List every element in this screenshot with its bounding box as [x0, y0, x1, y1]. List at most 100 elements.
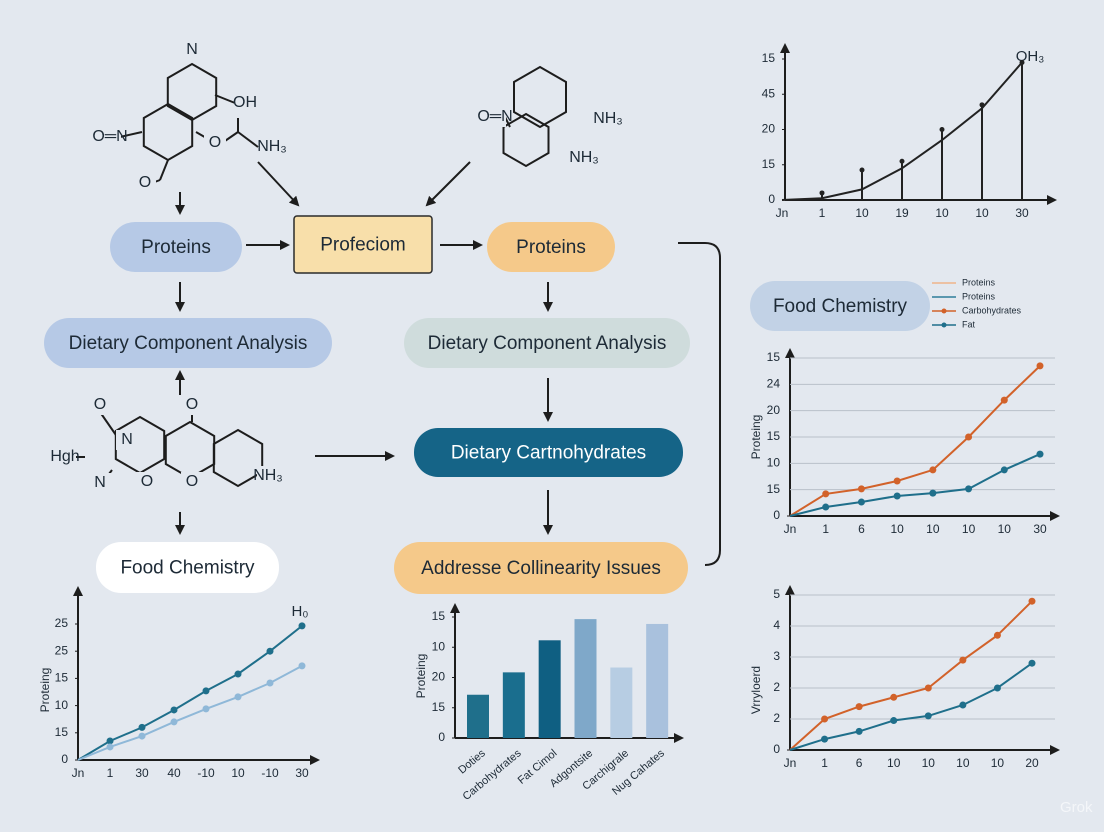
y-tick-label: 0 — [773, 508, 780, 522]
y-tick-label: 2 — [773, 680, 780, 694]
label-backdrop — [181, 472, 203, 492]
x-tick-label: Jn — [72, 766, 85, 780]
x-tick-label: 10 — [998, 522, 1012, 536]
y-tick-label: 0 — [768, 192, 775, 206]
x-tick-label: 30 — [135, 766, 149, 780]
y-tick-label: 2 — [773, 711, 780, 725]
legend-label: Carbohydrates — [962, 305, 1022, 315]
y-tick-label: 15 — [55, 725, 69, 739]
atom-label: O — [209, 134, 221, 151]
y-axis-label: Proteing — [414, 654, 428, 699]
legend-label: Proteins — [962, 277, 996, 287]
point — [893, 492, 901, 500]
bond — [214, 94, 236, 104]
y-tick-label: 25 — [55, 616, 69, 630]
x-tick-label: -10 — [261, 766, 279, 780]
y-tick-label: 25 — [55, 643, 69, 657]
point — [929, 489, 937, 497]
label-backdrop — [89, 473, 111, 493]
point — [138, 732, 146, 740]
node-label: Dietary Component Analysis — [69, 333, 308, 354]
atom-label: O — [139, 174, 151, 191]
bond — [159, 159, 169, 181]
atom-label: O — [94, 396, 106, 413]
x-tick-label: 10 — [935, 206, 949, 220]
legend-label: Fat — [962, 319, 976, 329]
point — [993, 631, 1001, 639]
x-tick-label: 10 — [956, 756, 970, 770]
point — [893, 477, 901, 485]
chart: 0 15 10 15 20 24 15 Proteing Jn 1 6 10 10 10 10 30 Prote… — [749, 277, 1060, 536]
x-tick-label: 10 — [231, 766, 245, 780]
x-tick-label: 1 — [822, 522, 829, 536]
label-backdrop — [134, 173, 156, 193]
y-tick-label: 45 — [762, 86, 776, 100]
y-tick-label: 15 — [767, 429, 781, 443]
bond — [99, 411, 119, 439]
line — [789, 662, 1033, 751]
node-label: Dietary Component Analysis — [428, 333, 667, 354]
bar — [646, 623, 669, 738]
flow-node — [110, 222, 242, 272]
bond — [119, 131, 143, 138]
atom-label: O — [186, 473, 198, 490]
label-backdrop — [116, 430, 138, 450]
point — [965, 433, 973, 441]
point — [959, 656, 967, 664]
label-backdrop — [181, 40, 203, 60]
watermark: Grok — [1060, 799, 1093, 816]
y-axis-label: Proteing — [38, 668, 52, 713]
y-tick-label: 15 — [432, 700, 446, 714]
point — [266, 679, 274, 687]
x-tick-label: 10 — [975, 206, 989, 220]
y-tick-label: 24 — [767, 377, 781, 391]
node-label: Proteins — [141, 237, 211, 258]
label-backdrop — [257, 466, 279, 486]
decorations: N OH O═N O NH₃ O O═N NH₃ NH₃ O O N Hgh N O O NH₃ — [50, 40, 721, 566]
atom-label: NH₃ — [253, 467, 283, 484]
atom-label: NH₃ — [257, 138, 287, 155]
x-tick-label: 6 — [856, 756, 863, 770]
y-tick-label: 20 — [432, 670, 446, 684]
label-backdrop — [484, 107, 506, 127]
y-tick-label: 20 — [762, 122, 776, 136]
point — [202, 687, 210, 695]
point — [959, 701, 967, 709]
bar — [574, 619, 597, 738]
bar — [502, 672, 525, 738]
label-backdrop — [573, 148, 595, 168]
label-backdrop — [136, 472, 158, 492]
x-tick-label: 30 — [1015, 206, 1029, 220]
node-label: Dietary Cartnohydrates — [451, 443, 646, 464]
x-tick-label: 1 — [821, 756, 828, 770]
label-backdrop — [181, 395, 203, 415]
point — [857, 485, 865, 493]
y-tick-label: 10 — [432, 639, 446, 653]
atom-label: O — [141, 473, 153, 490]
y-tick-label: 15 — [55, 671, 69, 685]
flow-node — [293, 215, 433, 274]
atom-label: NH₃ — [593, 110, 623, 127]
node-label: Food Chemistry — [120, 558, 255, 579]
point — [234, 693, 242, 701]
y-tick-label: 15 — [767, 482, 781, 496]
line — [77, 625, 303, 761]
atom-label: OH — [233, 94, 257, 111]
flow-nodes: Proteins Profeciom Proteins Dietary Compone… — [44, 215, 930, 594]
label-backdrop — [261, 137, 283, 157]
y-tick-label: 15 — [762, 157, 776, 171]
point — [924, 684, 932, 692]
x-tick-label: 10 — [887, 756, 901, 770]
y-axis-label: Vrryloerd — [749, 666, 763, 714]
ring — [513, 65, 567, 129]
atom-label: O═N — [92, 128, 127, 145]
chart: 0 2 2 3 4 5 Vrryloerd Jn 1 6 10 10 10 10 20 — [749, 585, 1060, 770]
node-label: Profeciom — [320, 235, 406, 256]
x-tick-label: 30 — [295, 766, 309, 780]
bar — [538, 640, 561, 738]
x-tick-label: 6 — [858, 522, 865, 536]
y-tick-label: 15 — [432, 609, 446, 623]
flow-node — [750, 281, 930, 331]
